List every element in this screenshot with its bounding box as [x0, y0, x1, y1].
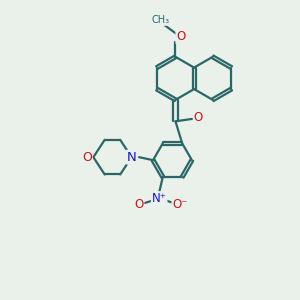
Text: O: O	[194, 111, 203, 124]
Text: N: N	[127, 151, 136, 164]
Text: O⁻: O⁻	[172, 198, 188, 211]
Text: O: O	[134, 198, 143, 211]
Text: O: O	[176, 30, 185, 43]
Text: CH₃: CH₃	[152, 15, 169, 25]
Text: O: O	[82, 151, 92, 164]
Text: N⁺: N⁺	[152, 192, 167, 205]
